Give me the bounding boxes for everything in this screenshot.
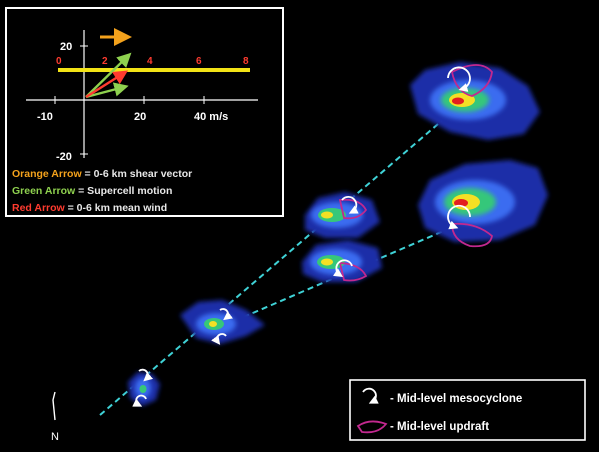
legend-red-line: Red Arrow = 0-6 km mean wind xyxy=(12,202,167,214)
height-label-4: 4 xyxy=(147,56,153,67)
legend-green-desc: = Supercell motion xyxy=(75,185,172,197)
legend-orange-key: Orange Arrow xyxy=(12,168,82,180)
legend-green-line: Green Arrow = Supercell motion xyxy=(12,185,172,197)
legend-red-key: Red Arrow xyxy=(12,202,66,214)
x-tick-neg10: -10 xyxy=(37,111,53,123)
supercell-motion-arrow-right xyxy=(85,52,132,98)
north-label: N xyxy=(51,431,59,443)
y-tick-neg20: -20 xyxy=(56,151,72,163)
mesocyclone-markers xyxy=(132,66,471,407)
hodograph-inset: 20 -20 -10 20 40 m/s 0 2 4 6 8 Orange Ar… xyxy=(5,7,284,217)
right-mover-track xyxy=(99,117,446,416)
storm-cell-2 xyxy=(180,300,265,344)
height-label-0: 0 xyxy=(56,56,62,67)
updraft-icon xyxy=(356,420,388,434)
y-tick-20: 20 xyxy=(60,41,72,53)
legend-red-desc: = 0-6 km mean wind xyxy=(65,202,167,214)
map-legend: - Mid-level mesocyclone - Mid-level updr… xyxy=(349,379,586,441)
mean-wind-arrow xyxy=(85,70,129,99)
height-label-8: 8 xyxy=(243,56,249,67)
legend-green-key: Green Arrow xyxy=(12,185,76,197)
legend-mesocyclone-label: - Mid-level mesocyclone xyxy=(390,393,522,405)
storm-cell-4-upper xyxy=(410,62,540,140)
mesocyclone-icon xyxy=(362,387,379,404)
x-tick-40: 40 m/s xyxy=(194,111,228,123)
height-label-2: 2 xyxy=(102,56,108,67)
legend-updraft-label: - Mid-level updraft xyxy=(390,421,489,433)
north-arrow: N xyxy=(51,391,59,443)
x-tick-20: 20 xyxy=(134,111,146,123)
legend-orange-desc: = 0-6 km shear vector xyxy=(82,168,193,180)
supercell-motion-arrow-left xyxy=(85,82,129,99)
height-label-6: 6 xyxy=(196,56,202,67)
legend-orange-line: Orange Arrow = 0-6 km shear vector xyxy=(12,168,192,180)
